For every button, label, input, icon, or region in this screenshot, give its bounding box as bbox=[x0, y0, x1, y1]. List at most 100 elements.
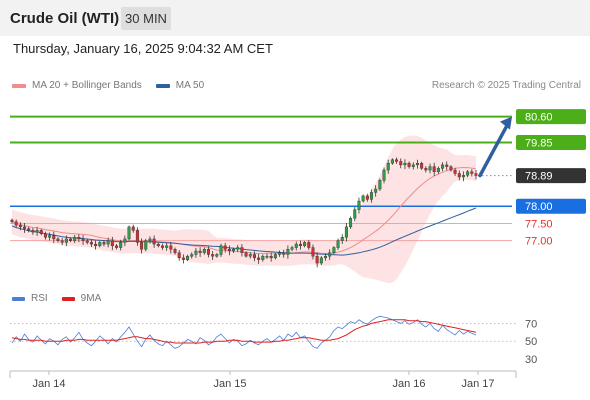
candle-body bbox=[206, 249, 210, 255]
candle-body bbox=[257, 257, 261, 260]
candle-body bbox=[315, 255, 319, 264]
candle-body bbox=[244, 252, 248, 257]
candle-body bbox=[27, 228, 31, 231]
candle-body bbox=[102, 242, 106, 245]
candle-body bbox=[52, 235, 56, 240]
candle-body bbox=[470, 171, 474, 174]
candle-body bbox=[407, 162, 411, 167]
level-tag-target-bg bbox=[516, 109, 586, 125]
candle-body bbox=[311, 247, 315, 257]
candle-body bbox=[119, 242, 123, 248]
candle-body bbox=[307, 242, 311, 248]
candle-body bbox=[441, 164, 445, 169]
candle-body bbox=[85, 240, 89, 243]
candle-body bbox=[449, 166, 453, 171]
ma20-line bbox=[11, 166, 477, 255]
candle-body bbox=[298, 243, 302, 247]
candle-body bbox=[261, 255, 265, 260]
candle-body bbox=[194, 250, 198, 255]
candle-body bbox=[10, 219, 14, 222]
candle-body bbox=[77, 237, 81, 240]
candle-body bbox=[140, 242, 144, 250]
time-tick-label: Jan 14 bbox=[32, 378, 65, 390]
candle-body bbox=[403, 162, 407, 166]
level-tag-current: 78.89 bbox=[525, 171, 553, 183]
candle-body bbox=[461, 175, 465, 178]
level-tag-target: 79.85 bbox=[525, 138, 553, 150]
candle-body bbox=[324, 255, 328, 259]
candle-body bbox=[328, 252, 332, 257]
rsi-line bbox=[11, 315, 477, 349]
legend-rsi: RSI bbox=[12, 293, 48, 304]
ma50-swatch bbox=[155, 83, 170, 88]
legend-ma20: MA 20 + Bollinger Bands bbox=[12, 80, 142, 91]
candle-body bbox=[131, 226, 135, 231]
candle-body bbox=[252, 254, 256, 259]
candle-body bbox=[186, 255, 190, 260]
candle-body bbox=[374, 188, 378, 193]
candle-body bbox=[415, 162, 419, 166]
candle-body bbox=[23, 226, 27, 229]
candle-body bbox=[35, 230, 39, 233]
candle-body bbox=[286, 249, 290, 255]
candle-body bbox=[336, 240, 340, 248]
bollinger-band-area bbox=[12, 135, 476, 284]
candle-body bbox=[319, 257, 323, 264]
projection-arrow bbox=[478, 116, 512, 178]
candle-body bbox=[240, 247, 244, 253]
ma9-swatch bbox=[61, 296, 75, 301]
price-tags: 80.60 79.85 78.89 78.00 77.50 77.00 bbox=[516, 109, 586, 248]
candle-body bbox=[223, 245, 227, 250]
candle-body bbox=[94, 243, 98, 247]
candle-body bbox=[369, 192, 373, 200]
rsi-tick-label: 50 bbox=[525, 336, 537, 348]
legend-ma50-label: MA 50 bbox=[175, 80, 205, 91]
candle-body bbox=[198, 250, 202, 253]
candle-body bbox=[349, 218, 353, 228]
candle-body bbox=[399, 161, 403, 166]
projection-arrow-shaft bbox=[478, 121, 510, 178]
time-tick-label: Jan 17 bbox=[461, 378, 494, 390]
level-tag-support: 77.50 bbox=[525, 218, 553, 230]
level-tag-current-bg bbox=[516, 168, 586, 184]
research-credit: Research © 2025 Trading Central bbox=[431, 80, 581, 91]
candle-body bbox=[386, 162, 390, 171]
price-levels bbox=[10, 115, 512, 242]
candle-body bbox=[43, 233, 47, 238]
candle-body bbox=[123, 238, 127, 243]
level-tag-pivot-bg bbox=[516, 198, 586, 214]
ma50-line bbox=[11, 207, 477, 256]
candle-body bbox=[382, 169, 386, 181]
candle-body bbox=[69, 238, 73, 241]
level-tag-target-bg bbox=[516, 135, 586, 150]
candle-body bbox=[269, 255, 273, 259]
candle-body bbox=[390, 159, 394, 164]
candle-body bbox=[18, 224, 22, 228]
candle-body bbox=[227, 249, 231, 252]
timeframe-button[interactable]: 30 MIN bbox=[121, 7, 171, 30]
candle-body bbox=[135, 230, 139, 243]
candle-body bbox=[436, 168, 440, 172]
candle-body bbox=[357, 200, 361, 210]
candle-body bbox=[457, 173, 461, 178]
candle-body bbox=[432, 166, 436, 172]
candle-body bbox=[89, 242, 93, 245]
candle-body bbox=[428, 166, 432, 171]
candle-body bbox=[219, 245, 223, 255]
candle-body bbox=[14, 221, 18, 226]
candle-body bbox=[31, 230, 35, 233]
rsi-panel: 30 50 70 bbox=[10, 315, 537, 366]
rsi-tick-label: 70 bbox=[525, 318, 537, 330]
projection-arrow-head bbox=[500, 116, 512, 130]
candle-body bbox=[445, 164, 449, 167]
price-legend: MA 20 + Bollinger Bands MA 50 bbox=[12, 80, 218, 91]
time-tick-label: Jan 16 bbox=[392, 378, 425, 390]
candle-body bbox=[361, 195, 365, 202]
level-tag-target: 80.60 bbox=[525, 112, 553, 124]
candle-body bbox=[365, 195, 369, 200]
candle-body bbox=[202, 249, 206, 253]
rsi-ma9-line bbox=[11, 319, 477, 344]
candle-body bbox=[190, 254, 194, 257]
candle-body bbox=[169, 245, 173, 250]
